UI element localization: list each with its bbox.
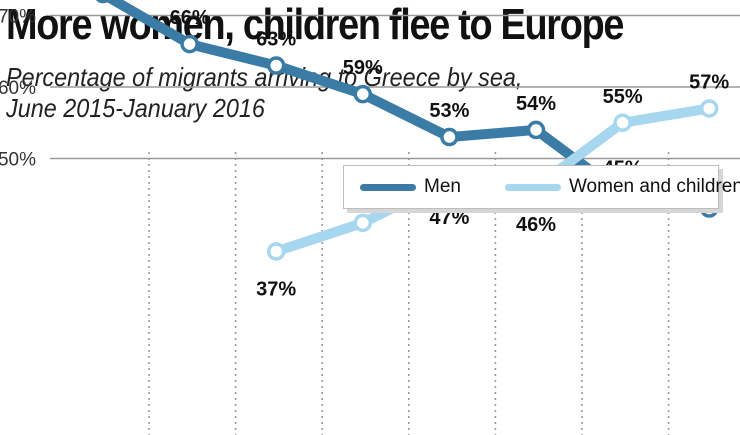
data-label-women-and-children: 57% — [689, 71, 729, 93]
data-label-women-and-children: 46% — [516, 214, 556, 236]
data-point-women-and-children — [613, 113, 632, 132]
data-label-women-and-children: 37% — [256, 278, 296, 300]
legend-swatch-women-children — [504, 183, 561, 191]
y-tick-label: 60% — [0, 78, 36, 99]
data-label-men: 66% — [170, 7, 210, 29]
data-point-men — [266, 56, 286, 75]
chart-legend: Men Women and children — [343, 165, 740, 209]
data-point-men — [440, 127, 459, 147]
data-label-men: 63% — [256, 29, 296, 51]
legend-label-women-children: Women and children — [568, 176, 740, 197]
chart-title: More women, children flee to Europe — [6, 0, 624, 49]
data-point-women-and-children — [699, 99, 719, 118]
legend-label-men: Men — [424, 176, 461, 197]
y-tick-label: 50% — [0, 150, 36, 171]
data-label-men: 54% — [516, 93, 556, 115]
data-label-men: 59% — [343, 57, 383, 79]
data-point-women-and-children — [353, 213, 373, 233]
data-point-men — [353, 84, 373, 104]
legend-item-men: Men — [344, 176, 461, 198]
data-label-women-and-children: 47% — [429, 207, 469, 229]
data-point-men — [180, 34, 199, 54]
data-label-women-and-children: 55% — [603, 86, 643, 108]
legend-swatch-men — [360, 183, 416, 191]
data-point-men — [526, 120, 546, 140]
data-point-women-and-children — [266, 242, 286, 261]
subtitle-line-2: June 2015-January 2016 — [6, 93, 265, 123]
legend-item-women-children: Women and children — [461, 176, 740, 198]
data-label-men: 53% — [429, 100, 469, 122]
y-tick-label: 70% — [0, 7, 36, 28]
data-point-men — [95, 0, 111, 4]
